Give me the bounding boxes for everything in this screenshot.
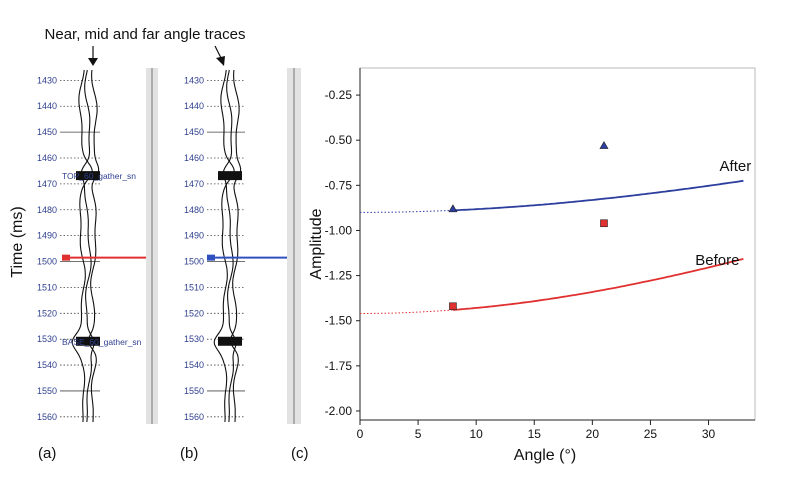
x-tick-label: 15 — [528, 427, 542, 441]
series-label-before: Before — [695, 252, 739, 269]
gather-panel-a: Time (ms) 1430 1440 1450 1460 1470 1480 1490 15… — [9, 68, 158, 424]
gather-panel-b: 1430 1440 1450 1460 1470 1480 1490 1500 1510 1520… — [184, 68, 301, 424]
trend-curve-dotted-before — [360, 309, 453, 314]
y-tick-label: -0.75 — [325, 178, 353, 192]
panel-label-b: (b) — [180, 445, 198, 462]
time-tick-label: 1560 — [37, 412, 57, 422]
time-tick-label: 1450 — [184, 127, 204, 137]
traces-b — [213, 69, 242, 423]
time-tick-label: 1470 — [184, 179, 204, 189]
event-fill — [218, 336, 242, 346]
seismic-trace — [222, 69, 237, 423]
trend-curves — [360, 179, 744, 314]
time-tick-label: 1520 — [37, 308, 57, 318]
y-axis-label: Amplitude — [308, 208, 325, 279]
time-marker-a — [62, 254, 148, 261]
marker-handle — [62, 254, 70, 261]
chart-plot-area — [359, 67, 756, 421]
trend-curve-before — [452, 258, 744, 311]
time-tick-label: 1480 — [184, 205, 204, 215]
time-tick-label: 1510 — [184, 282, 204, 292]
x-tick-label: 20 — [586, 427, 600, 441]
time-tick-label: 1510 — [37, 282, 57, 292]
data-point-before — [449, 302, 457, 311]
x-tick-label: 0 — [357, 427, 364, 441]
x-tick-label: 5 — [415, 427, 422, 441]
y-tick-label: -0.50 — [325, 133, 353, 147]
horizons-a: TOP_60_gather_sn BASE_60_gather_sn — [62, 171, 142, 347]
time-tick-label: 1440 — [184, 101, 204, 111]
time-tick-label: 1490 — [37, 231, 57, 241]
avo-chart: -0.25 -0.50 -0.75 -1.00 -1.25 -1.50 -1.75 -2.00… — [308, 67, 756, 464]
y-tick-label: -1.75 — [325, 359, 353, 373]
panel-label-c: (c) — [291, 445, 309, 462]
time-tick-label: 1460 — [37, 153, 57, 163]
time-tick-label: 1430 — [184, 75, 204, 85]
time-tick-label: 1460 — [184, 153, 204, 163]
panel-label-a: (a) — [38, 445, 56, 462]
time-marker-b — [207, 254, 291, 261]
time-tick-label: 1490 — [184, 231, 204, 241]
event-fill — [218, 171, 242, 181]
series-labels: After Before — [695, 158, 751, 269]
seismic-trace — [88, 69, 100, 423]
y-tick-label: -2.00 — [325, 404, 353, 418]
series-label-after: After — [720, 158, 752, 175]
marker-handle — [207, 254, 215, 261]
x-tick-label: 25 — [644, 427, 658, 441]
time-tick-label: 1480 — [37, 205, 57, 215]
time-tick-label: 1470 — [37, 179, 57, 189]
time-tick-label: 1500 — [184, 257, 204, 267]
trend-curve-dotted-after — [360, 209, 453, 213]
x-tick-label: 30 — [702, 427, 716, 441]
y-tick-label: -0.25 — [325, 88, 353, 102]
x-axis-label: Angle (°) — [514, 447, 576, 464]
y-axis-ticks: -0.25 -0.50 -0.75 -1.00 -1.25 -1.50 -1.75 -2.00 — [325, 88, 360, 418]
seismic-trace — [80, 69, 95, 423]
y-tick-label: -1.50 — [325, 314, 353, 328]
time-ticks-b: 1430 1440 1450 1460 1470 1480 1490 1500 1510 1520… — [184, 75, 245, 422]
time-axis-label: Time (ms) — [9, 206, 26, 277]
trend-curve-after — [452, 179, 744, 212]
time-tick-label: 1450 — [37, 127, 57, 137]
time-tick-label: 1500 — [37, 257, 57, 267]
horizon-label: BASE_60_gather_sn — [62, 337, 142, 347]
time-tick-label: 1430 — [37, 75, 57, 85]
seismic-trace — [230, 69, 242, 423]
data-points — [448, 141, 609, 311]
data-point-after — [448, 204, 458, 213]
time-ticks-a: 1430 1440 1450 1460 1470 1480 1490 1500 1510 1520… — [37, 75, 100, 422]
title-arrows — [88, 45, 225, 66]
time-tick-label: 1550 — [184, 386, 204, 396]
time-tick-label: 1440 — [37, 101, 57, 111]
time-tick-label: 1520 — [184, 308, 204, 318]
y-tick-label: -1.25 — [325, 269, 353, 283]
event-fill — [76, 171, 100, 181]
seismic-trace — [213, 69, 235, 423]
data-point-after — [599, 141, 609, 149]
traces-a — [71, 69, 100, 423]
time-tick-label: 1530 — [184, 334, 204, 344]
y-tick-label: -1.00 — [325, 223, 353, 237]
horizon-label: TOP_60_gather_sn — [62, 171, 136, 181]
seismic-trace — [71, 69, 93, 423]
figure-title: Near, mid and far angle traces — [45, 26, 246, 43]
time-tick-label: 1560 — [184, 412, 204, 422]
time-tick-label: 1540 — [184, 360, 204, 370]
time-tick-label: 1530 — [37, 334, 57, 344]
x-axis-ticks: 0 5 10 15 20 25 30 — [357, 419, 755, 441]
time-tick-label: 1540 — [37, 360, 57, 370]
time-tick-label: 1550 — [37, 386, 57, 396]
x-tick-label: 10 — [469, 427, 483, 441]
data-point-before — [600, 219, 608, 228]
event-fill — [76, 336, 100, 346]
